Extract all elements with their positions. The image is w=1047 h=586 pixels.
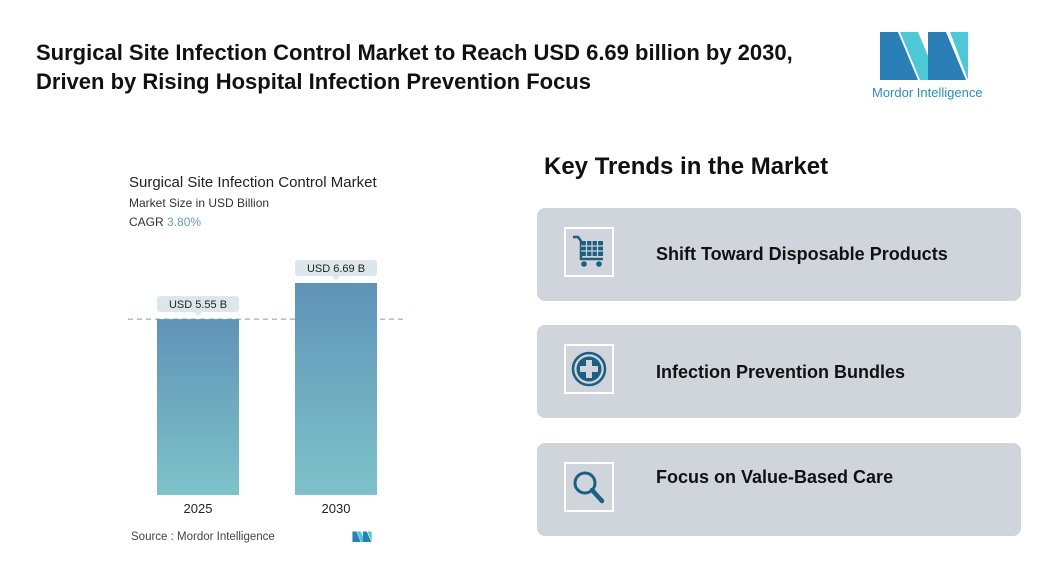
cagr-value: 3.80% bbox=[167, 215, 202, 229]
shopping-cart-icon bbox=[573, 235, 603, 267]
icon-frame bbox=[564, 462, 614, 512]
data-label-pointer bbox=[332, 276, 340, 280]
trend-label: Focus on Value-Based Care bbox=[656, 467, 894, 487]
trend-card-bundles: Infection Prevention Bundles bbox=[537, 325, 1021, 418]
logo-text: Mordor Intelligence bbox=[872, 85, 983, 100]
x-tick-label: 2030 bbox=[322, 501, 351, 516]
data-label-bg bbox=[295, 260, 377, 276]
bar-2030 bbox=[295, 283, 377, 495]
chart-subtitle: Market Size in USD Billion bbox=[129, 196, 270, 210]
mordor-logo bbox=[880, 32, 968, 80]
key-trends-title: Key Trends in the Market bbox=[544, 153, 829, 180]
trend-card-disposable: Shift Toward Disposable Products bbox=[537, 208, 1021, 301]
page-title: Surgical Site Infection Control Market t… bbox=[36, 40, 793, 94]
trend-card-value-care: Focus on Value-Based Care bbox=[537, 443, 1021, 536]
x-tick-label: 2025 bbox=[184, 501, 213, 516]
bar-2025 bbox=[157, 319, 239, 495]
chart-source: Source : Mordor Intelligence bbox=[131, 531, 275, 543]
data-label: USD 5.55 B bbox=[169, 299, 227, 311]
data-label-pointer bbox=[194, 312, 202, 317]
trend-label: Shift Toward Disposable Products bbox=[656, 244, 948, 264]
magnifier-icon bbox=[573, 471, 605, 504]
trend-label: Infection Prevention Bundles bbox=[656, 362, 906, 382]
source-logo-icon bbox=[352, 531, 372, 542]
icon-frame bbox=[564, 227, 614, 277]
data-label-bg bbox=[157, 296, 239, 313]
chart-title: Surgical Site Infection Control Market bbox=[129, 174, 377, 191]
data-label: USD 6.69 B bbox=[307, 263, 365, 275]
chart-cagr: CAGR 3.80% bbox=[129, 215, 201, 229]
bar-chart: USD 5.55 B 2025 USD 6.69 B 2030 bbox=[128, 260, 405, 516]
cagr-label: CAGR bbox=[129, 215, 164, 229]
medical-cross-icon bbox=[571, 351, 607, 387]
icon-frame bbox=[564, 344, 614, 394]
